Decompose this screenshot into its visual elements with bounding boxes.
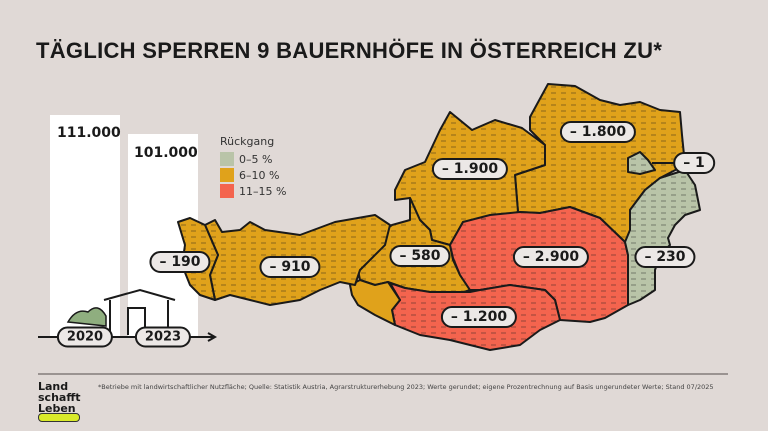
region-label-niederoesterreich: – 1.800 (559, 121, 637, 143)
region-label-kaernten: – 1.200 (440, 306, 518, 328)
region-label-vorarlberg: – 190 (149, 251, 211, 273)
region-label-burgenland: – 230 (634, 246, 696, 268)
region-label-tirol: – 910 (259, 256, 321, 278)
logo-tag (38, 413, 80, 422)
region-label-salzburg: – 580 (389, 245, 451, 267)
logo: Land schafft Leben (38, 380, 81, 415)
region-label-wien: – 1 (673, 152, 715, 174)
legend-item-high: 11–15 % (220, 184, 286, 198)
footnote: *Betriebe mit landwirtschaftlicher Nutzf… (98, 383, 714, 391)
region-label-oberoesterreich: – 1.900 (431, 158, 509, 180)
bar-value-2023: 101.000 (134, 145, 198, 161)
legend-item-mid: 6–10 % (220, 168, 279, 182)
legend-item-low: 0–5 % (220, 152, 272, 166)
footer-divider (38, 373, 728, 375)
legend-title: Rückgang (220, 135, 275, 148)
year-label-2020: 2020 (56, 326, 114, 348)
bar-value-2020: 111.000 (57, 125, 121, 141)
bar-2020 (50, 115, 120, 337)
region-label-steiermark: – 2.900 (512, 246, 590, 268)
page-title: TÄGLICH SPERREN 9 BAUERNHÖFE IN ÖSTERREI… (36, 38, 663, 63)
year-label-2023: 2023 (134, 326, 192, 348)
